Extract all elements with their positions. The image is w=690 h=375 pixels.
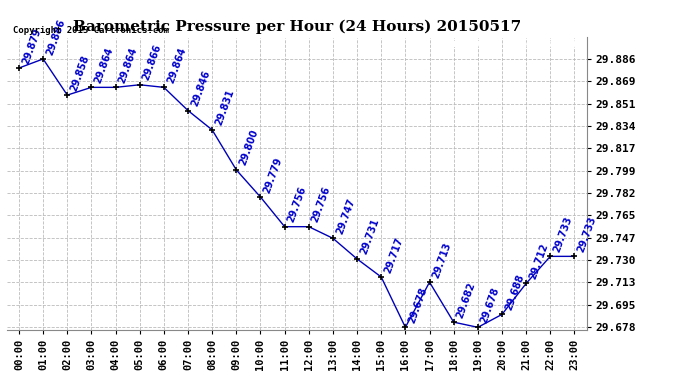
Text: 29.831: 29.831 — [214, 88, 236, 127]
Text: Copyright 2015 Cartronics.com: Copyright 2015 Cartronics.com — [12, 26, 168, 34]
Text: 29.864: 29.864 — [117, 46, 139, 85]
Text: 29.713: 29.713 — [431, 241, 453, 279]
Text: 29.864: 29.864 — [166, 46, 188, 85]
Text: 29.756: 29.756 — [286, 185, 308, 224]
Text: 29.866: 29.866 — [141, 43, 164, 82]
Text: 29.678: 29.678 — [480, 286, 502, 324]
Text: 29.756: 29.756 — [310, 185, 333, 224]
Text: 29.800: 29.800 — [238, 128, 260, 167]
Text: 29.747: 29.747 — [335, 197, 357, 236]
Text: 29.682: 29.682 — [455, 280, 477, 320]
Text: 29.846: 29.846 — [190, 69, 212, 108]
Text: 29.864: 29.864 — [93, 46, 115, 85]
Text: 29.733: 29.733 — [576, 215, 598, 254]
Text: 29.733: 29.733 — [552, 215, 574, 254]
Text: 29.717: 29.717 — [383, 236, 405, 274]
Text: 29.731: 29.731 — [359, 217, 381, 256]
Text: 29.886: 29.886 — [45, 17, 67, 56]
Title: Barometric Pressure per Hour (24 Hours) 20150517: Barometric Pressure per Hour (24 Hours) … — [72, 19, 521, 33]
Text: 29.678: 29.678 — [407, 286, 429, 324]
Text: 29.858: 29.858 — [69, 53, 91, 92]
Text: 29.879: 29.879 — [21, 27, 43, 65]
Text: 29.779: 29.779 — [262, 156, 284, 194]
Text: 29.688: 29.688 — [504, 273, 526, 312]
Text: 29.712: 29.712 — [528, 242, 550, 280]
